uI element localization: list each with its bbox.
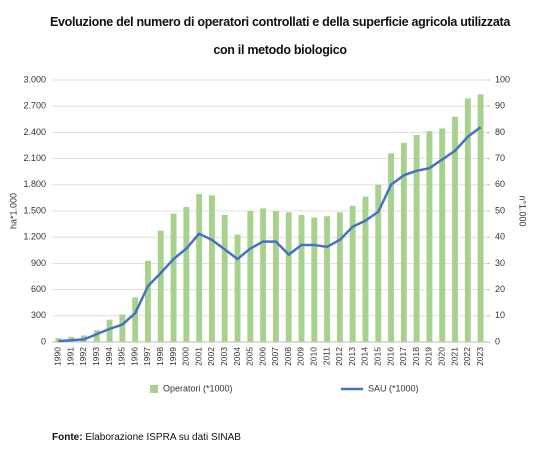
x-tick-label: 1996 xyxy=(129,347,139,366)
x-tick-label: 2009 xyxy=(296,347,306,366)
bar xyxy=(311,217,318,342)
x-tick-label: 2011 xyxy=(321,347,331,366)
x-tick-label: 2004 xyxy=(232,347,242,366)
y2-tick-label: 10 xyxy=(495,310,505,320)
y2-tick-label: 100 xyxy=(495,74,510,84)
bar xyxy=(477,94,484,342)
y-tick-label: 0 xyxy=(41,336,46,346)
y2-tick-label: 80 xyxy=(495,127,505,137)
y2-tick-label: 90 xyxy=(495,101,505,111)
bar xyxy=(324,216,331,342)
bar xyxy=(234,234,241,342)
source: Fonte: Elaborazione ISPRA su dati SINAB xyxy=(52,432,241,443)
x-tick-label: 1997 xyxy=(142,347,152,366)
y-tick-label: 1.200 xyxy=(23,232,46,242)
x-tick-label: 2020 xyxy=(436,347,446,366)
x-tick-label: 2016 xyxy=(385,347,395,366)
source-label: Fonte: xyxy=(52,432,83,443)
y-tick-label: 3.000 xyxy=(23,74,46,84)
x-tick-label: 2006 xyxy=(257,347,267,366)
x-tick-label: 1991 xyxy=(65,347,75,366)
bar xyxy=(272,211,279,342)
x-tick-label: 2022 xyxy=(462,347,472,366)
x-tick-label: 1992 xyxy=(78,347,88,366)
y-tick-label: 300 xyxy=(31,310,46,320)
bar xyxy=(362,196,369,342)
legend-label: Operatori (*1000) xyxy=(163,383,233,393)
x-tick-label: 2001 xyxy=(193,347,203,366)
bar xyxy=(452,116,458,343)
x-tick-label: 2018 xyxy=(411,347,421,366)
x-tick-label: 2014 xyxy=(360,347,370,366)
y-tick-label: 1.500 xyxy=(23,205,46,215)
bar xyxy=(260,208,267,342)
bar xyxy=(439,128,446,342)
x-tick-label: 1993 xyxy=(91,347,101,366)
x-tick-label: 2008 xyxy=(283,347,293,366)
x-tick-label: 1998 xyxy=(155,347,165,366)
bar xyxy=(388,153,394,342)
chart-title: Evoluzione del numero di operatori contr… xyxy=(49,15,511,57)
legend-label: SAU (*1000) xyxy=(368,383,419,393)
y-tick-label: 900 xyxy=(31,258,46,268)
bar xyxy=(349,205,356,342)
bar xyxy=(93,330,100,342)
x-tick-label: 1995 xyxy=(117,347,127,366)
bar xyxy=(196,193,203,342)
y-tick-label: 2.700 xyxy=(23,101,46,111)
bar xyxy=(400,142,407,342)
bar xyxy=(106,319,113,342)
bar xyxy=(426,131,433,342)
x-tick-label: 2013 xyxy=(347,347,357,366)
y2-tick-label: 40 xyxy=(495,232,505,242)
bar xyxy=(221,214,228,342)
bar xyxy=(119,314,126,342)
bar xyxy=(170,213,177,342)
y-axis-label: ha*1.000 xyxy=(8,193,18,229)
y-tick-label: 1.800 xyxy=(23,179,46,189)
y-tick-label: 2.400 xyxy=(23,127,46,137)
x-tick-label: 2021 xyxy=(449,347,459,366)
x-tick-label: 2000 xyxy=(181,347,191,366)
x-tick-label: 2003 xyxy=(219,347,229,366)
x-tick-label: 2023 xyxy=(475,347,485,366)
x-tick-label: 1990 xyxy=(53,347,63,366)
bar xyxy=(157,230,164,342)
x-tick-label: 2007 xyxy=(270,347,280,366)
bar xyxy=(247,211,254,342)
y2-tick-label: 60 xyxy=(495,179,505,189)
bar xyxy=(464,98,471,342)
source-text: Elaborazione ISPRA su dati SINAB xyxy=(85,432,241,443)
y2-tick-label: 30 xyxy=(495,258,505,268)
y2-axis-label: n°1.000 xyxy=(518,195,528,226)
bar xyxy=(208,195,215,342)
line xyxy=(58,126,482,343)
x-tick-label: 2017 xyxy=(398,347,408,366)
bar xyxy=(145,260,151,342)
bar xyxy=(413,135,420,342)
x-tick-label: 2015 xyxy=(373,347,383,366)
x-tick-label: 2010 xyxy=(309,347,319,366)
bar xyxy=(183,207,190,342)
bar xyxy=(132,297,139,342)
bar xyxy=(336,212,343,342)
bar xyxy=(285,212,292,342)
y2-tick-label: 70 xyxy=(495,153,505,163)
bar xyxy=(298,214,305,342)
y-tick-label: 600 xyxy=(31,284,46,294)
legend-swatch xyxy=(150,385,158,393)
y2-tick-label: 0 xyxy=(495,336,500,346)
x-tick-label: 2012 xyxy=(334,347,344,366)
x-tick-label: 2005 xyxy=(245,347,255,366)
bar xyxy=(375,184,382,342)
y2-tick-label: 20 xyxy=(495,284,505,294)
x-tick-label: 2002 xyxy=(206,347,216,366)
x-tick-label: 2019 xyxy=(424,347,434,366)
x-tick-label: 1999 xyxy=(168,347,178,366)
y2-tick-label: 50 xyxy=(495,205,505,215)
y-tick-label: 2.100 xyxy=(23,153,46,163)
x-tick-label: 1994 xyxy=(104,347,114,366)
